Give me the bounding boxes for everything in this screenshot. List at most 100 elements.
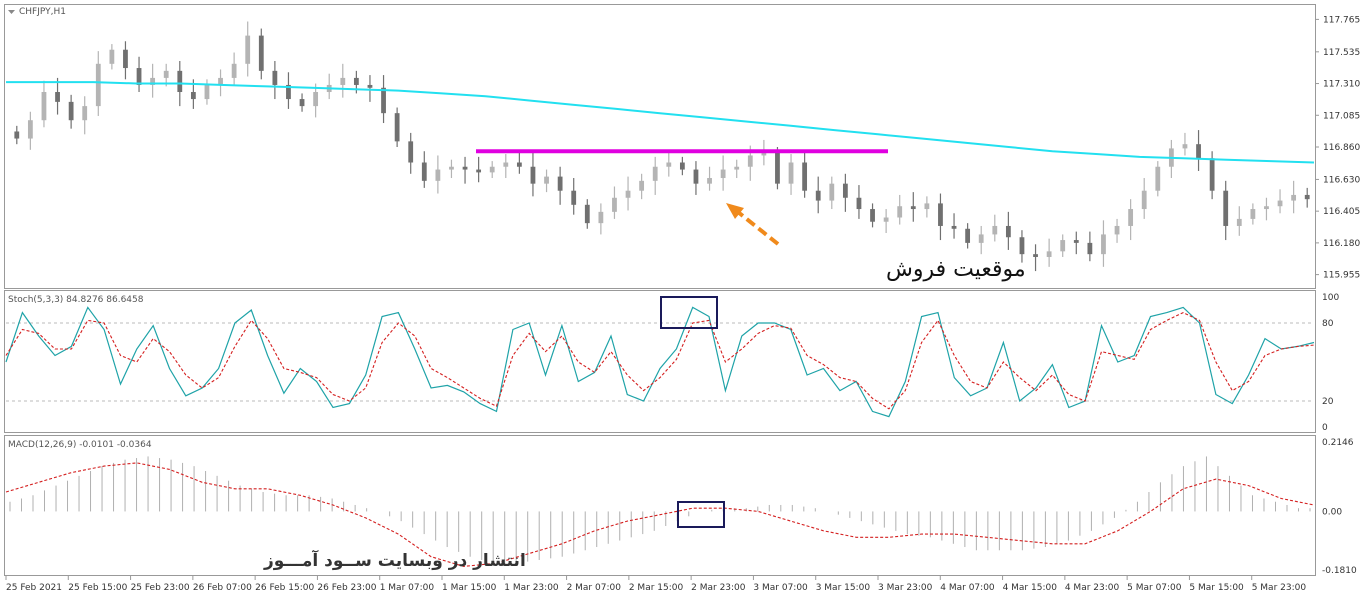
candle [1114,218,1120,243]
price-tick-label: 116.860 [1323,143,1360,153]
time-tick-label: 25 Feb 2021 [6,583,62,593]
candle [462,156,468,184]
time-tick-label: 3 Mar 23:00 [878,583,933,593]
time-tick-label: 3 Mar 15:00 [816,583,871,593]
candle [544,169,549,193]
candle [503,154,509,179]
candle [340,63,346,98]
candle [313,83,319,118]
candle [938,193,943,241]
time-axis: 25 Feb 2021 25 Feb 15:00 25 Feb 23:00 26 Fe… [5,576,1307,593]
candle [204,79,210,105]
macd-signal [5,462,1315,567]
time-tick-label: 4 Mar 07:00 [940,583,995,593]
candle [258,28,264,80]
candle [435,155,441,194]
candle [679,156,685,176]
chevron-down-icon[interactable] [8,10,15,14]
candle [1005,211,1011,250]
price-tick-label: 116.630 [1323,175,1360,185]
candle [231,52,237,85]
candle [1223,180,1229,241]
price-tick-label: 116.180 [1323,239,1360,249]
candle [1046,238,1052,267]
candle [612,186,617,219]
moving-average [6,81,1315,164]
candle [856,185,862,219]
candle [557,166,563,205]
candle [924,196,930,218]
candle [55,77,60,115]
candle [14,125,20,145]
stoch-pane-frame [4,290,1316,433]
candle [897,194,903,225]
candle [150,63,156,98]
candle [1250,203,1256,225]
candle [666,149,672,177]
stoch-tick-label: 0 [1322,423,1328,433]
candle [218,69,223,97]
candle [95,51,101,116]
time-tick-label: 2 Mar 07:00 [567,583,622,593]
candle [1019,230,1025,263]
time-tick-label: 1 Mar 07:00 [380,583,435,593]
sell-position-label: موقعیت فروش [886,257,1026,282]
candle [992,214,998,242]
macd-tick-label: 0.2146 [1322,438,1354,448]
time-tick-label: 1 Mar 23:00 [504,583,559,593]
candle [883,209,889,234]
candle [1264,197,1269,221]
candle [625,176,631,211]
stoch-tick-label: 80 [1322,319,1334,329]
stoch-highlight-box [660,296,718,329]
candle [693,161,699,195]
candle [1060,234,1066,257]
price-tick-label: 115.955 [1323,271,1360,281]
candle [1168,139,1174,179]
macd-title: MACD(12,26,9) -0.0101 -0.0364 [8,440,152,450]
candle [136,56,142,93]
candle [788,154,794,195]
candle [286,72,291,109]
candle [1291,180,1297,214]
macd-tick-label: 0.00 [1322,507,1342,517]
time-tick-label: 4 Mar 23:00 [1065,583,1120,593]
candle [829,176,835,210]
time-tick-label: 26 Feb 23:00 [317,583,376,593]
candle [381,75,386,124]
time-tick-label: 1 Mar 15:00 [442,583,497,593]
candle [367,75,373,102]
candle [27,111,33,150]
time-tick-label: 5 Mar 15:00 [1189,583,1244,593]
candle [910,192,916,222]
candle [326,73,332,100]
candle [598,203,604,235]
candle [1304,187,1310,208]
candle [530,152,536,197]
time-tick-label: 5 Mar 23:00 [1252,583,1307,593]
candle [1128,199,1134,241]
candle [1033,244,1038,272]
time-tick-label: 25 Feb 23:00 [131,583,190,593]
candle [394,107,400,147]
candle [775,147,780,190]
candle [1141,178,1147,219]
candle [82,96,88,135]
candle [123,41,128,80]
time-tick-label: 4 Mar 15:00 [1003,583,1058,593]
time-tick-label: 3 Mar 07:00 [753,583,808,593]
candle [1182,132,1188,156]
candle [1155,161,1161,197]
watermark-text: انتشار در وبسایت ســود آمـــوز [263,549,526,571]
stoch-axis-ticks: 100 80 20 0 [1322,293,1339,433]
macd-pane-frame [4,435,1316,576]
time-tick-label: 25 Feb 15:00 [68,583,127,593]
time-tick-label: 2 Mar 23:00 [691,583,746,593]
macd-signal-line [5,462,1315,567]
price-tick-label: 117.765 [1323,15,1360,25]
stoch-tick-label: 100 [1322,293,1339,303]
price-tick-label: 117.085 [1323,111,1360,121]
candle [41,80,47,128]
stochastic-lines [5,306,1315,418]
